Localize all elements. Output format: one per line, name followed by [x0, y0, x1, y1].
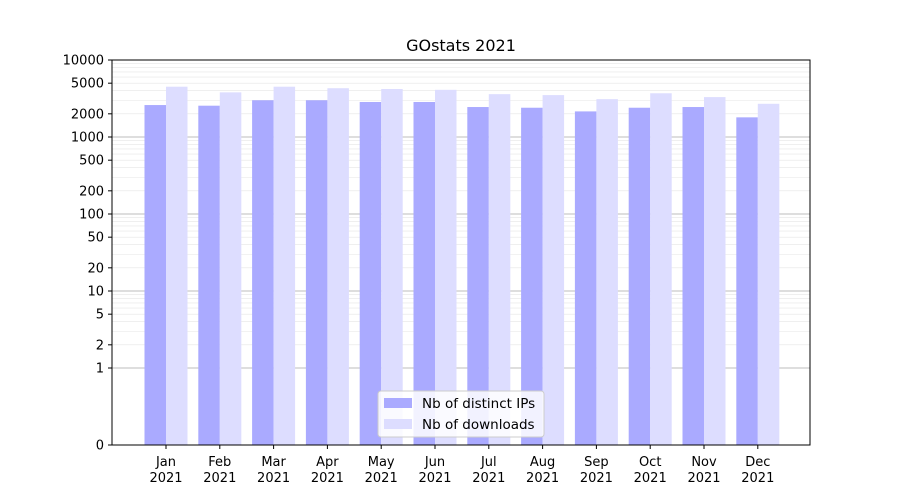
bars	[144, 86, 780, 446]
bar-downloads	[381, 89, 403, 446]
y-tick-label: 500	[79, 154, 104, 169]
bar-distinct-ips	[521, 107, 543, 446]
bar-downloads	[327, 88, 349, 445]
y-tick-label: 10	[87, 285, 104, 300]
x-tick-label-year: 2021	[687, 471, 720, 486]
bar-distinct-ips	[682, 107, 704, 445]
y-tick-label: 1000	[71, 131, 104, 146]
bar-downloads	[273, 86, 296, 445]
y-axis-ticks: 0 1 2 5 10 20 50 100 200 500 1000 2000 5000 10000	[63, 54, 112, 454]
bar-downloads	[596, 99, 618, 445]
legend-swatch	[384, 398, 412, 408]
legend-entry: Nb of distinct IPs	[422, 396, 535, 412]
y-tick-label: 5	[96, 308, 104, 323]
plot-frame	[111, 59, 811, 446]
bar-downloads	[542, 95, 565, 446]
x-tick-label-month: Jun	[424, 455, 445, 470]
x-tick-label-month: Jan	[155, 455, 176, 470]
x-tick-label-year: 2021	[257, 471, 290, 486]
bar-distinct-ips	[467, 107, 489, 445]
bar-downloads	[435, 89, 457, 445]
legend-swatch	[384, 419, 412, 429]
bar-distinct-ips	[144, 105, 166, 445]
x-tick-label-month: Feb	[208, 455, 231, 470]
y-tick-label: 200	[79, 184, 104, 199]
x-tick-label-year: 2021	[149, 471, 182, 486]
x-tick-label-year: 2021	[741, 471, 774, 486]
x-tick-label-year: 2021	[526, 471, 559, 486]
y-tick-label: 1	[96, 362, 104, 377]
y-tick-label: 2000	[71, 107, 104, 122]
y-tick-label: 2	[96, 338, 104, 353]
x-tick-label-month: Jul	[480, 455, 497, 470]
y-tick-label: 0	[96, 439, 104, 454]
x-tick-label-year: 2021	[311, 471, 344, 486]
x-tick-label-month: Dec	[745, 455, 770, 470]
x-tick-label-month: Sep	[584, 455, 609, 470]
bar-distinct-ips	[574, 111, 597, 446]
x-tick-label-year: 2021	[203, 471, 236, 486]
x-tick-label-year: 2021	[634, 471, 667, 486]
legend: Nb of distinct IPs Nb of downloads	[377, 390, 545, 438]
legend-entry: Nb of downloads	[422, 417, 535, 433]
bar-distinct-ips	[305, 100, 328, 446]
x-tick-label-month: Aug	[530, 455, 555, 470]
x-tick-label-month: Nov	[691, 455, 717, 470]
x-tick-label-month: Mar	[261, 455, 286, 470]
x-tick-label-year: 2021	[418, 471, 451, 486]
y-tick-label: 5000	[71, 77, 104, 92]
bar-downloads	[757, 103, 780, 446]
x-tick-label-month: Apr	[316, 455, 339, 470]
x-tick-label-month: Oct	[639, 455, 661, 470]
y-tick-label: 20	[87, 261, 104, 276]
bar-distinct-ips	[198, 105, 220, 445]
x-tick-label-year: 2021	[365, 471, 398, 486]
bar-downloads	[650, 93, 672, 445]
bar-downloads	[219, 92, 242, 446]
bar-distinct-ips	[359, 101, 382, 446]
x-tick-label-month: May	[368, 455, 395, 470]
bar-downloads	[166, 86, 188, 445]
x-axis-ticks: Jan2021Feb2021Mar2021Apr2021May2021Jun20…	[149, 445, 774, 486]
chart-title: GOstats 2021	[406, 36, 516, 55]
bar-distinct-ips	[413, 101, 435, 446]
y-tick-label: 10000	[63, 54, 104, 69]
y-tick-label: 50	[87, 231, 104, 246]
x-tick-label-year: 2021	[472, 471, 505, 486]
bar-downloads	[488, 94, 511, 446]
legend-box	[377, 390, 545, 438]
bar-distinct-ips	[736, 117, 758, 445]
y-tick-label: 100	[79, 208, 104, 223]
x-tick-label-year: 2021	[580, 471, 613, 486]
bar-distinct-ips	[252, 100, 274, 446]
bar-downloads	[704, 97, 726, 445]
bar-distinct-ips	[628, 107, 651, 446]
